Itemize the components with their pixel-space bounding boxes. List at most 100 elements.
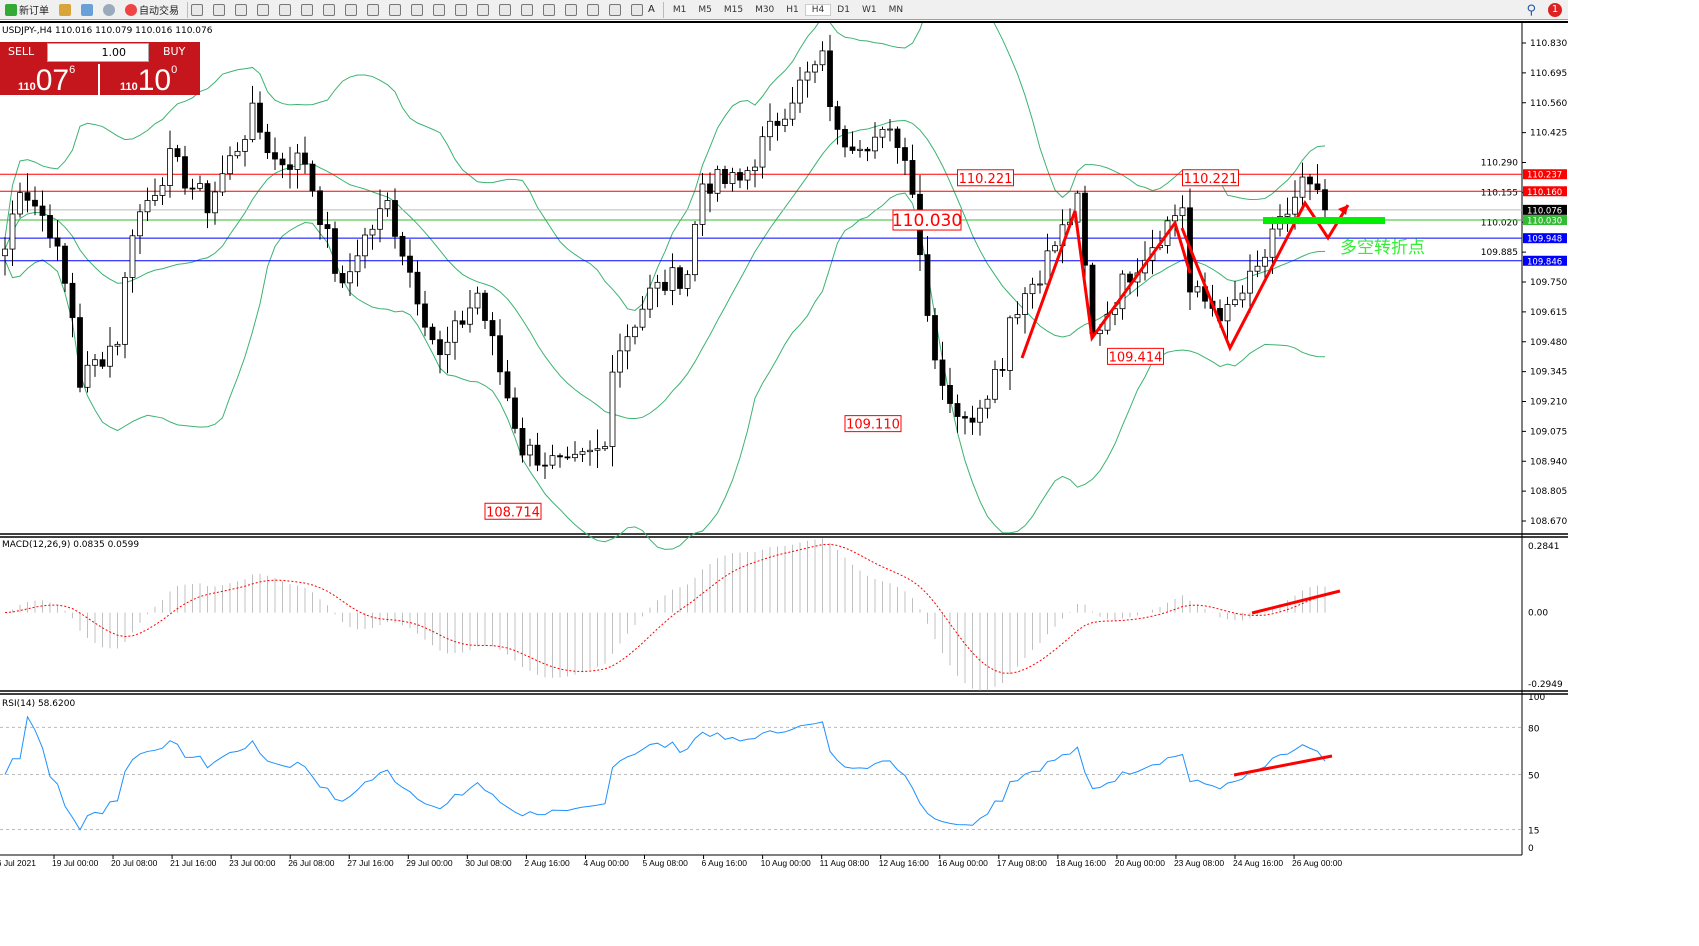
candle xyxy=(1262,256,1268,267)
time-axis-label: 23 Jul 00:00 xyxy=(229,858,276,868)
candle xyxy=(309,163,316,192)
candle xyxy=(842,128,848,148)
text-tool-button[interactable]: A xyxy=(648,4,655,15)
candle xyxy=(804,71,811,81)
candle xyxy=(227,155,233,175)
timeframe-h1[interactable]: H1 xyxy=(786,4,799,15)
price-tag xyxy=(1523,233,1567,244)
timeframe-mn[interactable]: MN xyxy=(888,4,904,15)
candle xyxy=(69,282,76,318)
fibo-icon[interactable] xyxy=(543,3,555,16)
horizontal-line-icon[interactable] xyxy=(499,3,511,16)
candle xyxy=(954,403,961,417)
candle xyxy=(377,208,383,230)
candle xyxy=(1232,299,1238,305)
new-order-button[interactable]: 新订单 xyxy=(0,1,54,19)
autotrade-button[interactable]: 自动交易 xyxy=(120,1,184,19)
chart-canvas[interactable]: 110.830 110.695 110.560 110.425 110.290 110.1… xyxy=(0,0,1568,873)
candlestick-icon[interactable] xyxy=(213,3,225,16)
price-annotation-box xyxy=(957,169,1014,187)
crosshair-icon[interactable] xyxy=(455,3,467,16)
trendline-icon[interactable] xyxy=(521,3,533,16)
gold-button[interactable] xyxy=(54,1,76,19)
cursor-icon[interactable] xyxy=(433,3,445,16)
time-axis-label: 26 Jul 08:00 xyxy=(288,858,335,868)
candle xyxy=(557,455,563,458)
sell-price[interactable]: 110076 xyxy=(18,64,76,97)
buy-price[interactable]: 110100 xyxy=(120,64,178,97)
candle xyxy=(257,102,263,133)
timeframe-m5[interactable]: M5 xyxy=(698,4,712,15)
candle xyxy=(287,164,293,170)
text-icon[interactable] xyxy=(587,3,599,16)
candle xyxy=(677,267,683,289)
timeframe-d1[interactable]: D1 xyxy=(837,4,850,15)
timeframe-h4[interactable]: H4 xyxy=(804,3,832,16)
candle xyxy=(977,407,983,423)
candle xyxy=(1052,245,1058,252)
candle xyxy=(1014,314,1021,319)
tile-icon[interactable] xyxy=(301,3,313,16)
indicators-icon[interactable] xyxy=(367,3,379,16)
template-icon[interactable] xyxy=(411,3,423,16)
label-icon[interactable] xyxy=(609,3,621,16)
timeframe-m15[interactable]: M15 xyxy=(723,4,744,15)
rsi-axis-label: 100 xyxy=(1528,693,1545,703)
price-tag-label: 110.160 xyxy=(1527,188,1562,198)
line-chart-icon[interactable] xyxy=(235,3,247,16)
candle xyxy=(939,359,946,386)
price-tag-label: 110.237 xyxy=(1527,171,1562,181)
autoscroll-icon[interactable] xyxy=(323,3,335,16)
price-axis-label: 110.695 xyxy=(1530,69,1567,79)
price-axis-label: 108.940 xyxy=(1530,457,1567,467)
candle xyxy=(302,152,308,165)
zoom-out-icon[interactable] xyxy=(279,3,291,16)
candle xyxy=(129,235,136,278)
sell-button[interactable]: SELL xyxy=(8,45,35,58)
timeframe-m1[interactable]: M1 xyxy=(672,4,687,15)
time-axis-label: 21 Jul 16:00 xyxy=(170,858,217,868)
vertical-line-icon[interactable] xyxy=(477,3,489,16)
candle xyxy=(99,359,106,367)
price-axis-label: 109.480 xyxy=(1530,338,1567,348)
rsi-line xyxy=(4,715,1326,831)
notification-badge[interactable]: 1 xyxy=(1548,3,1562,17)
zoom-in-icon[interactable] xyxy=(257,3,269,16)
candle xyxy=(587,449,593,453)
buy-button[interactable]: BUY xyxy=(163,45,186,58)
candle xyxy=(474,292,481,309)
price-tag-label: 109.846 xyxy=(1527,257,1562,267)
price-tag-label: 110.076 xyxy=(1527,206,1562,216)
candle xyxy=(482,292,488,321)
timeframe-w1[interactable]: W1 xyxy=(861,4,877,15)
history-button[interactable] xyxy=(76,1,98,19)
candle xyxy=(437,339,443,356)
candle xyxy=(984,398,991,409)
candle xyxy=(422,303,428,328)
candle xyxy=(137,211,143,237)
time-axis-label: 26 Aug 00:00 xyxy=(1292,858,1342,868)
candle xyxy=(362,234,368,257)
time-axis-label: 29 Jul 00:00 xyxy=(406,858,453,868)
candle xyxy=(834,106,841,130)
bar-chart-icon[interactable] xyxy=(191,3,203,16)
separator xyxy=(187,1,188,18)
candle xyxy=(1172,215,1178,222)
candle xyxy=(1269,228,1276,258)
price-tag xyxy=(1523,215,1567,226)
period-icon[interactable] xyxy=(389,3,401,16)
chart-window[interactable]: 110.830 110.695 110.560 110.425 110.290 110.1… xyxy=(0,0,1568,873)
channel-icon[interactable] xyxy=(565,3,577,16)
lot-size-input[interactable]: 1.00 xyxy=(47,43,149,62)
price-tag xyxy=(1523,186,1567,197)
price-axis-label: 109.075 xyxy=(1530,427,1567,437)
search-icon[interactable]: ⚲ xyxy=(1526,2,1536,18)
arrows-icon[interactable] xyxy=(631,3,643,16)
candle xyxy=(827,50,833,108)
time-axis-label: 24 Aug 16:00 xyxy=(1233,858,1283,868)
price-axis-label: 110.830 xyxy=(1530,39,1567,49)
candle xyxy=(92,359,98,366)
shift-icon[interactable] xyxy=(345,3,357,16)
signal-button[interactable] xyxy=(98,1,120,19)
timeframe-m30[interactable]: M30 xyxy=(755,4,775,15)
